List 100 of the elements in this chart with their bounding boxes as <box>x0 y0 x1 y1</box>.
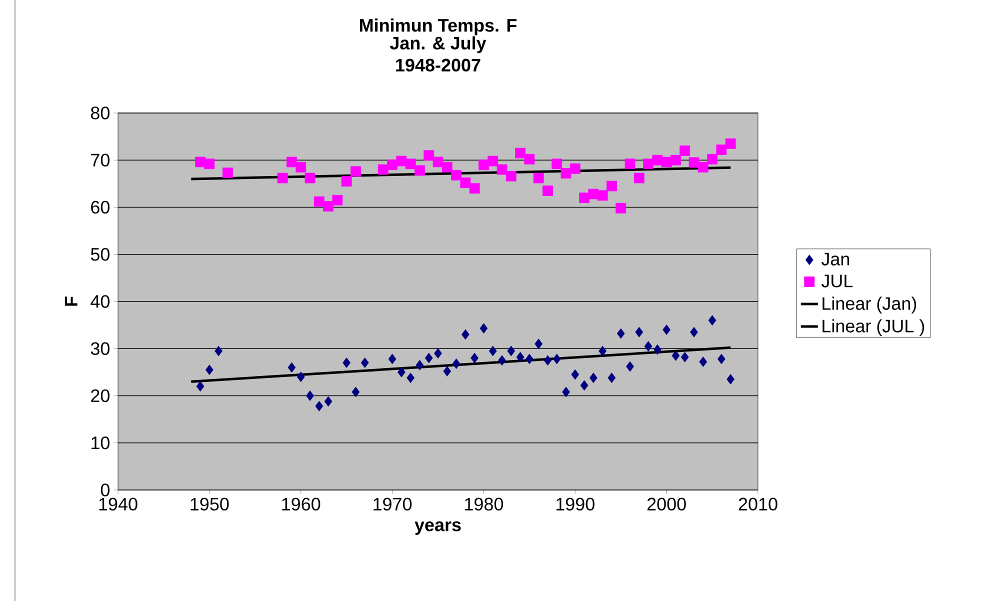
point <box>277 172 288 184</box>
y-tick-label: 0 <box>100 484 110 496</box>
point <box>416 360 424 370</box>
point <box>480 323 488 334</box>
point <box>222 168 233 178</box>
point <box>314 196 324 207</box>
point <box>306 390 314 401</box>
y-axis-title: F <box>64 296 78 306</box>
point <box>608 372 616 384</box>
point <box>414 165 425 176</box>
point <box>552 354 561 364</box>
point <box>352 386 360 398</box>
point <box>662 324 671 335</box>
point <box>643 158 654 170</box>
x-tick-label: 2000 <box>647 498 686 511</box>
point <box>488 346 497 356</box>
point <box>341 176 352 187</box>
point <box>288 362 296 373</box>
chart-subtitle: Jan. & July 1948-2007 <box>390 36 486 72</box>
point <box>524 154 535 164</box>
point <box>688 157 700 168</box>
x-tick-label: 1950 <box>190 498 229 511</box>
y-tick-label: 20 <box>91 389 110 402</box>
point <box>552 158 562 170</box>
point <box>323 201 334 212</box>
point <box>205 364 214 376</box>
point <box>424 150 434 161</box>
point <box>424 352 433 364</box>
point <box>570 163 580 174</box>
point <box>342 358 351 368</box>
point <box>661 156 672 168</box>
y-tick-label: 30 <box>90 342 110 355</box>
x-tick-label: 2010 <box>738 498 778 511</box>
point <box>443 366 452 376</box>
point <box>378 164 388 175</box>
y-tick-label: 10 <box>92 436 110 450</box>
point <box>597 190 608 201</box>
point <box>461 329 470 340</box>
point <box>516 352 524 362</box>
point <box>388 354 396 364</box>
point <box>580 380 588 391</box>
point <box>698 162 708 172</box>
point <box>634 172 644 184</box>
point <box>708 315 716 326</box>
point <box>406 372 415 384</box>
x-tick-label: 1980 <box>465 498 504 511</box>
point <box>562 386 570 398</box>
point <box>725 138 736 149</box>
x-tick-label: 1990 <box>556 498 594 511</box>
point <box>214 346 223 356</box>
point <box>296 162 306 172</box>
point <box>525 354 534 364</box>
point <box>616 328 625 339</box>
point <box>534 338 543 350</box>
point <box>542 186 553 196</box>
point <box>332 194 343 206</box>
y-tick-label: 70 <box>91 154 110 166</box>
point <box>434 348 442 359</box>
point <box>324 396 332 407</box>
point <box>680 352 689 362</box>
point <box>626 361 634 372</box>
point <box>533 172 544 184</box>
point <box>397 366 406 378</box>
point <box>498 355 506 366</box>
point <box>350 166 361 177</box>
point <box>680 145 690 156</box>
x-axis-title: years <box>414 521 461 535</box>
point <box>616 202 626 214</box>
point <box>387 160 398 170</box>
point <box>460 178 471 188</box>
point <box>488 156 498 166</box>
chart-title: Minimun Temps. F <box>360 18 517 36</box>
y-tick-label: 40 <box>90 295 110 308</box>
point <box>544 355 552 366</box>
point <box>690 326 698 338</box>
point <box>589 372 598 384</box>
point <box>296 372 305 382</box>
point <box>653 344 662 355</box>
point <box>707 154 718 164</box>
y-tick-label: 60 <box>91 200 110 214</box>
point <box>717 354 726 364</box>
point <box>606 180 617 192</box>
point <box>670 154 681 166</box>
point <box>451 170 462 180</box>
point <box>196 381 204 392</box>
point <box>315 400 324 412</box>
point <box>470 352 479 364</box>
x-tick-label: 1970 <box>374 498 412 511</box>
point <box>432 156 444 168</box>
point <box>644 341 652 352</box>
point <box>726 374 735 384</box>
point <box>635 326 644 338</box>
point <box>360 358 369 368</box>
point <box>571 369 580 380</box>
point <box>507 346 516 356</box>
point <box>204 158 215 170</box>
point <box>469 183 480 194</box>
point <box>442 162 452 172</box>
legend-label: JUL <box>821 274 853 288</box>
point <box>699 356 708 368</box>
